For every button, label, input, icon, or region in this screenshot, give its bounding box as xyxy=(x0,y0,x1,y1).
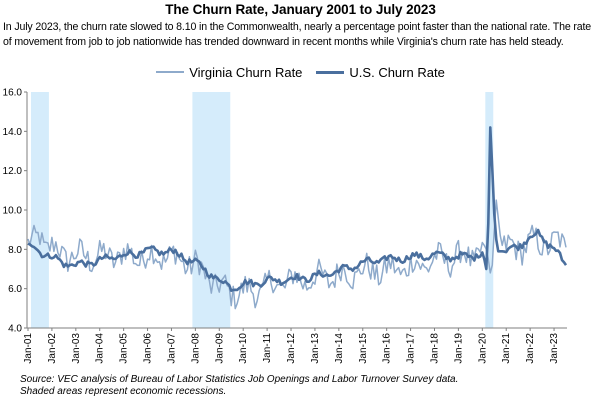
x-tick-label: Jan-12 xyxy=(286,333,297,364)
legend: Virginia Churn Rate U.S. Churn Rate xyxy=(0,64,601,80)
y-tick-label: 14.0 xyxy=(3,127,23,138)
us-line xyxy=(27,126,568,293)
y-tick-label: 10.0 xyxy=(3,206,23,217)
x-tick-label: Jan-17 xyxy=(406,333,417,364)
y-axis-ticks: 4.0 6.0 8.0 10.0 12.0 14.0 16.0 xyxy=(3,88,27,335)
x-tick-label: Jan-07 xyxy=(166,333,177,364)
chart-subtitle: In July 2023, the churn rate slowed to 8… xyxy=(3,21,592,48)
source-note: Source: VEC analysis of Bureau of Labor … xyxy=(20,374,595,397)
x-tick-label: Jan-18 xyxy=(429,333,440,364)
x-tick-label: Jan-09 xyxy=(214,333,225,364)
x-tick-label: Jan-14 xyxy=(334,333,345,364)
x-tick-label: Jan-15 xyxy=(358,333,369,364)
x-tick-label: Jan-11 xyxy=(262,333,273,363)
recession-shading xyxy=(30,92,494,328)
recession-note: Shaded areas represent economic recessio… xyxy=(20,385,227,397)
legend-swatch-virginia xyxy=(156,71,185,73)
x-tick-label: Jan-13 xyxy=(310,333,321,364)
legend-swatch-us xyxy=(316,70,345,74)
virginia-line xyxy=(27,199,567,310)
recession-band xyxy=(30,92,49,328)
x-tick-label: Jan-05 xyxy=(119,333,130,364)
x-tick-label: Jan-02 xyxy=(47,333,58,364)
y-tick-label: 4.0 xyxy=(8,324,22,335)
x-tick-label: Jan-10 xyxy=(238,333,249,364)
x-tick-label: Jan-03 xyxy=(71,333,82,364)
legend-label-us: U.S. Churn Rate xyxy=(349,64,445,80)
x-tick-label: Jan-08 xyxy=(190,333,201,364)
legend-item-virginia: Virginia Churn Rate xyxy=(156,65,302,80)
x-tick-label: Jan-21 xyxy=(501,333,512,364)
x-tick-label: Jan-19 xyxy=(453,333,464,364)
legend-item-us: U.S. Churn Rate xyxy=(316,64,445,80)
x-axis-ticks: Jan-01 Jan-02 Jan-03 Jan-04 Jan-05 Jan-06 Jan-… xyxy=(23,328,560,364)
x-tick-label: Jan-23 xyxy=(549,333,560,364)
x-tick-label: Jan-04 xyxy=(95,333,106,364)
x-tick-label: Jan-06 xyxy=(143,333,154,364)
series-lines xyxy=(27,126,568,310)
x-tick-label: Jan-20 xyxy=(477,333,488,364)
y-tick-label: 8.0 xyxy=(8,245,22,256)
chart-title: The Churn Rate, January 2001 to July 202… xyxy=(165,2,436,17)
source-line: Source: VEC analysis of Bureau of Labor … xyxy=(20,374,459,385)
legend-label-virginia: Virginia Churn Rate xyxy=(189,64,303,80)
y-tick-label: 6.0 xyxy=(8,284,22,295)
y-tick-label: 16.0 xyxy=(3,88,23,99)
x-tick-label: Jan-01 xyxy=(23,333,34,364)
y-tick-label: 12.0 xyxy=(3,166,23,177)
x-tick-label: Jan-16 xyxy=(382,333,393,364)
x-tick-label: Jan-22 xyxy=(525,333,536,364)
